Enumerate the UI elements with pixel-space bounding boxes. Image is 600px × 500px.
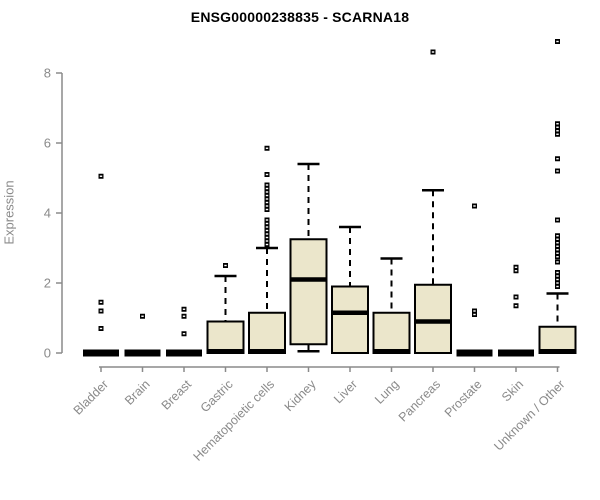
outlier-point-center-hematopoietic-cells	[265, 198, 269, 200]
y-tick-label-2: 2	[44, 276, 51, 291]
outlier-point-center-brain	[141, 315, 144, 317]
outlier-point-center-hematopoietic-cells	[265, 222, 269, 225]
outlier-point-center-unknown-other	[556, 170, 559, 172]
y-tick-label-0: 0	[44, 346, 51, 361]
outlier-point-center-breast	[182, 308, 186, 310]
outlier-point-center-unknown-other	[556, 252, 559, 254]
outlier-point-center-hematopoietic-cells	[265, 205, 269, 207]
box-collapsed-breast	[166, 349, 202, 357]
outlier-point-center-hematopoietic-cells	[265, 219, 269, 221]
outlier-point-center-skin	[514, 296, 518, 298]
box-pancreas	[414, 283, 452, 354]
outlier-point-center-hematopoietic-cells	[265, 187, 269, 190]
outlier-point-center-pancreas	[431, 51, 435, 53]
outlier-point-center-hematopoietic-cells	[265, 240, 269, 242]
outlier-point-center-bladder	[99, 301, 103, 303]
box-collapsed-prostate	[456, 349, 493, 357]
box-lung	[372, 311, 411, 354]
x-tick-label-gastric: Gastric	[198, 377, 236, 415]
outlier-point-center-unknown-other	[556, 271, 559, 274]
outlier-point-center-unknown-other	[556, 261, 559, 263]
outlier-point-center-unknown-other	[556, 278, 559, 281]
outlier-point-center-bladder	[99, 175, 103, 177]
x-tick-label-lung: Lung	[372, 377, 402, 407]
outlier-point-center-unknown-other	[556, 235, 559, 237]
outlier-point-center-gastric	[224, 264, 227, 267]
x-tick-label-bladder: Bladder	[71, 377, 111, 417]
outlier-point-center-prostate	[473, 205, 476, 207]
outlier-point-center-skin	[514, 305, 518, 307]
outlier-point-center-unknown-other	[556, 238, 559, 240]
outlier-point-center-skin	[514, 266, 518, 268]
x-tick-label-skin: Skin	[499, 377, 526, 404]
outlier-point-center-prostate	[473, 310, 476, 312]
box-collapsed-skin	[498, 349, 534, 357]
box-collapsed-bladder	[83, 349, 119, 357]
outlier-point-center-breast	[182, 315, 186, 317]
outlier-point-center-hematopoietic-cells	[265, 184, 269, 186]
outlier-point-center-hematopoietic-cells	[265, 236, 269, 239]
outlier-point-center-skin	[514, 270, 518, 272]
x-tick-label-prostate: Prostate	[442, 377, 485, 420]
outlier-point-center-bladder	[99, 327, 103, 330]
outlier-point-center-unknown-other	[556, 245, 559, 247]
x-tick-label-unknown-other: Unknown / Other	[491, 377, 567, 453]
outlier-point-center-hematopoietic-cells	[265, 233, 269, 235]
box-kidney	[289, 238, 328, 346]
outlier-point-center-hematopoietic-cells	[265, 201, 269, 204]
x-tick-label-pancreas: Pancreas	[396, 377, 443, 424]
outlier-point-center-hematopoietic-cells	[265, 194, 269, 197]
outlier-point-center-hematopoietic-cells	[265, 243, 269, 246]
box-gastric	[206, 320, 245, 354]
outlier-point-center-unknown-other	[556, 285, 559, 288]
outlier-point-center-unknown-other	[556, 275, 559, 277]
box-collapsed-brain	[124, 349, 161, 357]
outlier-point-center-hematopoietic-cells	[265, 229, 269, 232]
outlier-point-center-prostate	[473, 313, 476, 316]
outlier-point-center-unknown-other	[556, 133, 559, 135]
outlier-point-center-unknown-other	[556, 282, 559, 284]
y-tick-label-4: 4	[44, 206, 51, 221]
outlier-point-center-unknown-other	[556, 123, 559, 125]
x-tick-label-kidney: Kidney	[282, 377, 319, 414]
outlier-point-center-unknown-other	[556, 249, 559, 251]
y-tick-label-8: 8	[44, 66, 51, 81]
box-unknown-other	[538, 325, 577, 354]
box-hematopoietic-cells	[248, 311, 286, 354]
x-tick-label-liver: Liver	[331, 377, 360, 406]
outlier-point-center-hematopoietic-cells	[265, 191, 269, 193]
outlier-point-center-breast	[182, 333, 186, 335]
x-tick-label-breast: Breast	[159, 377, 195, 413]
outlier-point-center-unknown-other	[556, 219, 559, 221]
outlier-point-center-hematopoietic-cells	[265, 147, 269, 149]
outlier-point-center-unknown-other	[556, 126, 559, 128]
outlier-point-center-unknown-other	[556, 130, 559, 132]
outlier-point-center-unknown-other	[556, 256, 559, 258]
outlier-point-center-hematopoietic-cells	[265, 208, 269, 211]
box-liver	[331, 285, 369, 354]
outlier-point-center-hematopoietic-cells	[265, 226, 269, 228]
outlier-point-center-unknown-other	[556, 40, 559, 43]
y-tick-label-6: 6	[44, 136, 51, 151]
outlier-point-center-bladder	[99, 310, 103, 312]
outlier-point-center-unknown-other	[556, 158, 559, 160]
outlier-point-center-unknown-other	[556, 242, 559, 244]
x-tick-label-hematopoietic-cells: Hematopoietic cells	[191, 377, 278, 464]
chart-title: ENSG00000238835 - SCARNA18	[190, 9, 410, 25]
outlier-point-center-hematopoietic-cells	[265, 173, 269, 176]
x-tick-label-brain: Brain	[122, 377, 153, 408]
